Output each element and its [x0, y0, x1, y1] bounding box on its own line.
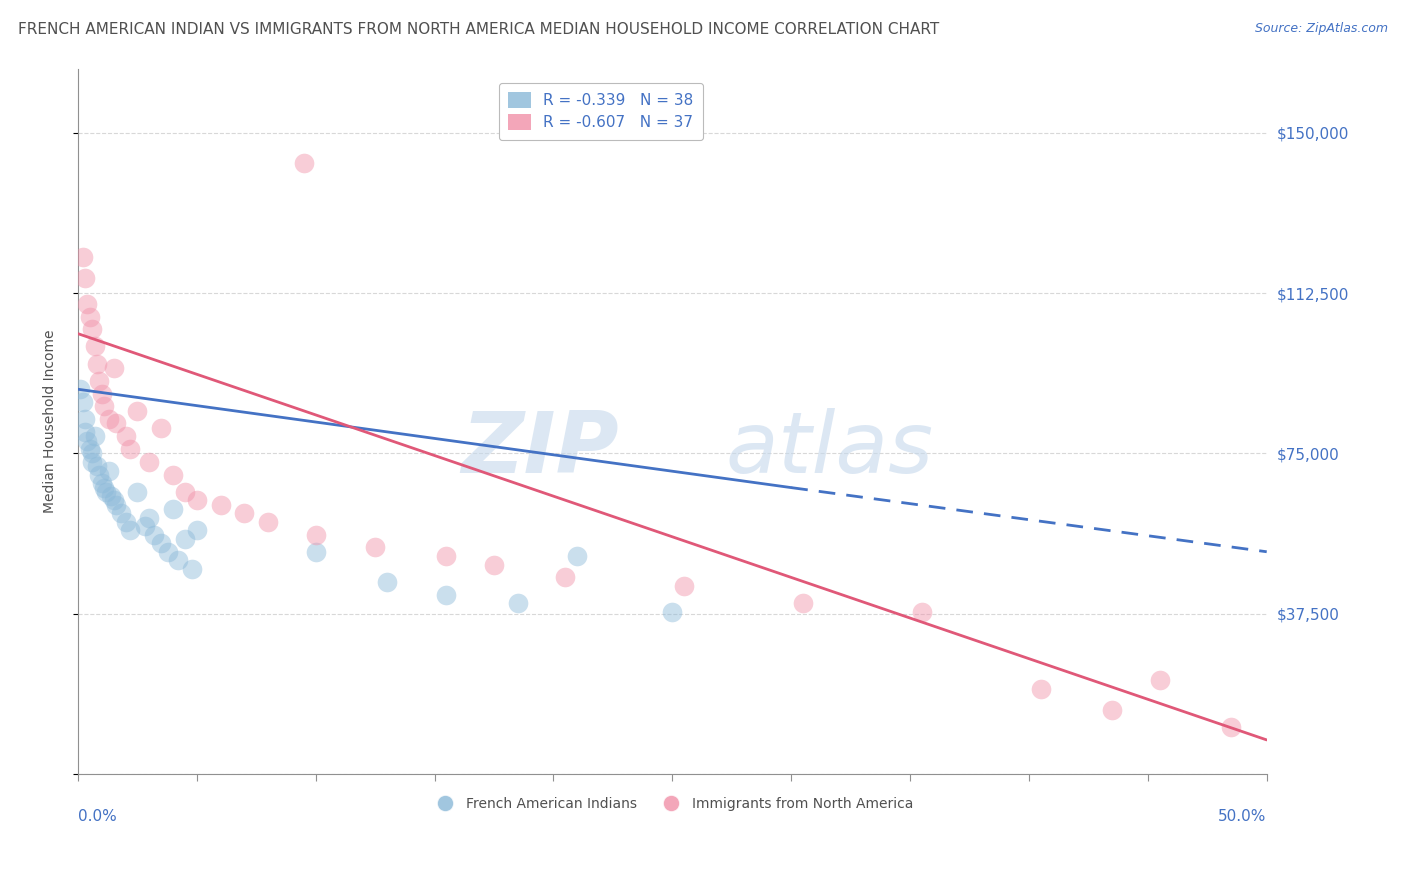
- Point: [75, 412, 97, 426]
- Point: [482, 558, 505, 572]
- Point: [1101, 703, 1123, 717]
- Point: [186, 493, 208, 508]
- Point: [305, 527, 328, 541]
- Point: [72, 250, 94, 264]
- Point: [305, 545, 328, 559]
- Point: [162, 467, 184, 482]
- Point: [82, 446, 104, 460]
- Point: [100, 489, 122, 503]
- Text: FRENCH AMERICAN INDIAN VS IMMIGRANTS FROM NORTH AMERICA MEDIAN HOUSEHOLD INCOME : FRENCH AMERICAN INDIAN VS IMMIGRANTS FRO…: [18, 22, 939, 37]
- Point: [120, 442, 142, 457]
- Point: [911, 605, 934, 619]
- Point: [83, 339, 105, 353]
- Point: [79, 310, 101, 324]
- Point: [127, 403, 149, 417]
- Point: [162, 502, 184, 516]
- Point: [792, 596, 814, 610]
- Point: [567, 549, 589, 563]
- Point: [72, 395, 94, 409]
- Point: [90, 386, 112, 401]
- Point: [110, 506, 132, 520]
- Point: [97, 463, 120, 477]
- Point: [93, 400, 115, 414]
- Point: [150, 536, 173, 550]
- Point: [82, 455, 104, 469]
- Point: [89, 374, 111, 388]
- Point: [364, 541, 387, 555]
- Point: [138, 510, 160, 524]
- Point: [89, 467, 111, 482]
- Point: [134, 519, 156, 533]
- Point: [114, 429, 136, 443]
- Point: [120, 524, 142, 538]
- Point: [292, 155, 315, 169]
- Point: [186, 524, 208, 538]
- Point: [138, 455, 160, 469]
- Point: [174, 532, 197, 546]
- Point: [75, 271, 97, 285]
- Point: [181, 562, 204, 576]
- Point: [209, 498, 232, 512]
- Point: [436, 549, 458, 563]
- Point: [143, 527, 166, 541]
- Point: [554, 570, 576, 584]
- Point: [436, 588, 458, 602]
- Point: [1029, 681, 1052, 696]
- Point: [103, 493, 125, 508]
- Point: [82, 322, 104, 336]
- Text: ZIP: ZIP: [461, 408, 619, 491]
- Y-axis label: Median Household Income: Median Household Income: [44, 329, 58, 513]
- Point: [127, 484, 149, 499]
- Point: [75, 425, 97, 439]
- Point: [174, 484, 197, 499]
- Point: [86, 459, 108, 474]
- Text: 50.0%: 50.0%: [1219, 809, 1267, 824]
- Point: [97, 412, 120, 426]
- Text: Source: ZipAtlas.com: Source: ZipAtlas.com: [1254, 22, 1388, 36]
- Point: [233, 506, 256, 520]
- Point: [86, 357, 108, 371]
- Point: [76, 434, 98, 448]
- Point: [79, 442, 101, 457]
- Point: [1149, 673, 1171, 687]
- Point: [83, 429, 105, 443]
- Point: [76, 296, 98, 311]
- Point: [157, 545, 180, 559]
- Text: atlas: atlas: [725, 408, 934, 491]
- Point: [90, 476, 112, 491]
- Point: [661, 605, 683, 619]
- Point: [257, 515, 280, 529]
- Point: [114, 515, 136, 529]
- Point: [166, 553, 188, 567]
- Legend: French American Indians, Immigrants from North America: French American Indians, Immigrants from…: [426, 791, 920, 816]
- Point: [93, 481, 115, 495]
- Point: [150, 421, 173, 435]
- Point: [1220, 720, 1243, 734]
- Point: [96, 484, 118, 499]
- Point: [69, 382, 91, 396]
- Point: [375, 574, 398, 589]
- Point: [104, 498, 127, 512]
- Point: [104, 417, 127, 431]
- Text: 0.0%: 0.0%: [77, 809, 117, 824]
- Point: [103, 360, 125, 375]
- Point: [673, 579, 696, 593]
- Point: [506, 596, 529, 610]
